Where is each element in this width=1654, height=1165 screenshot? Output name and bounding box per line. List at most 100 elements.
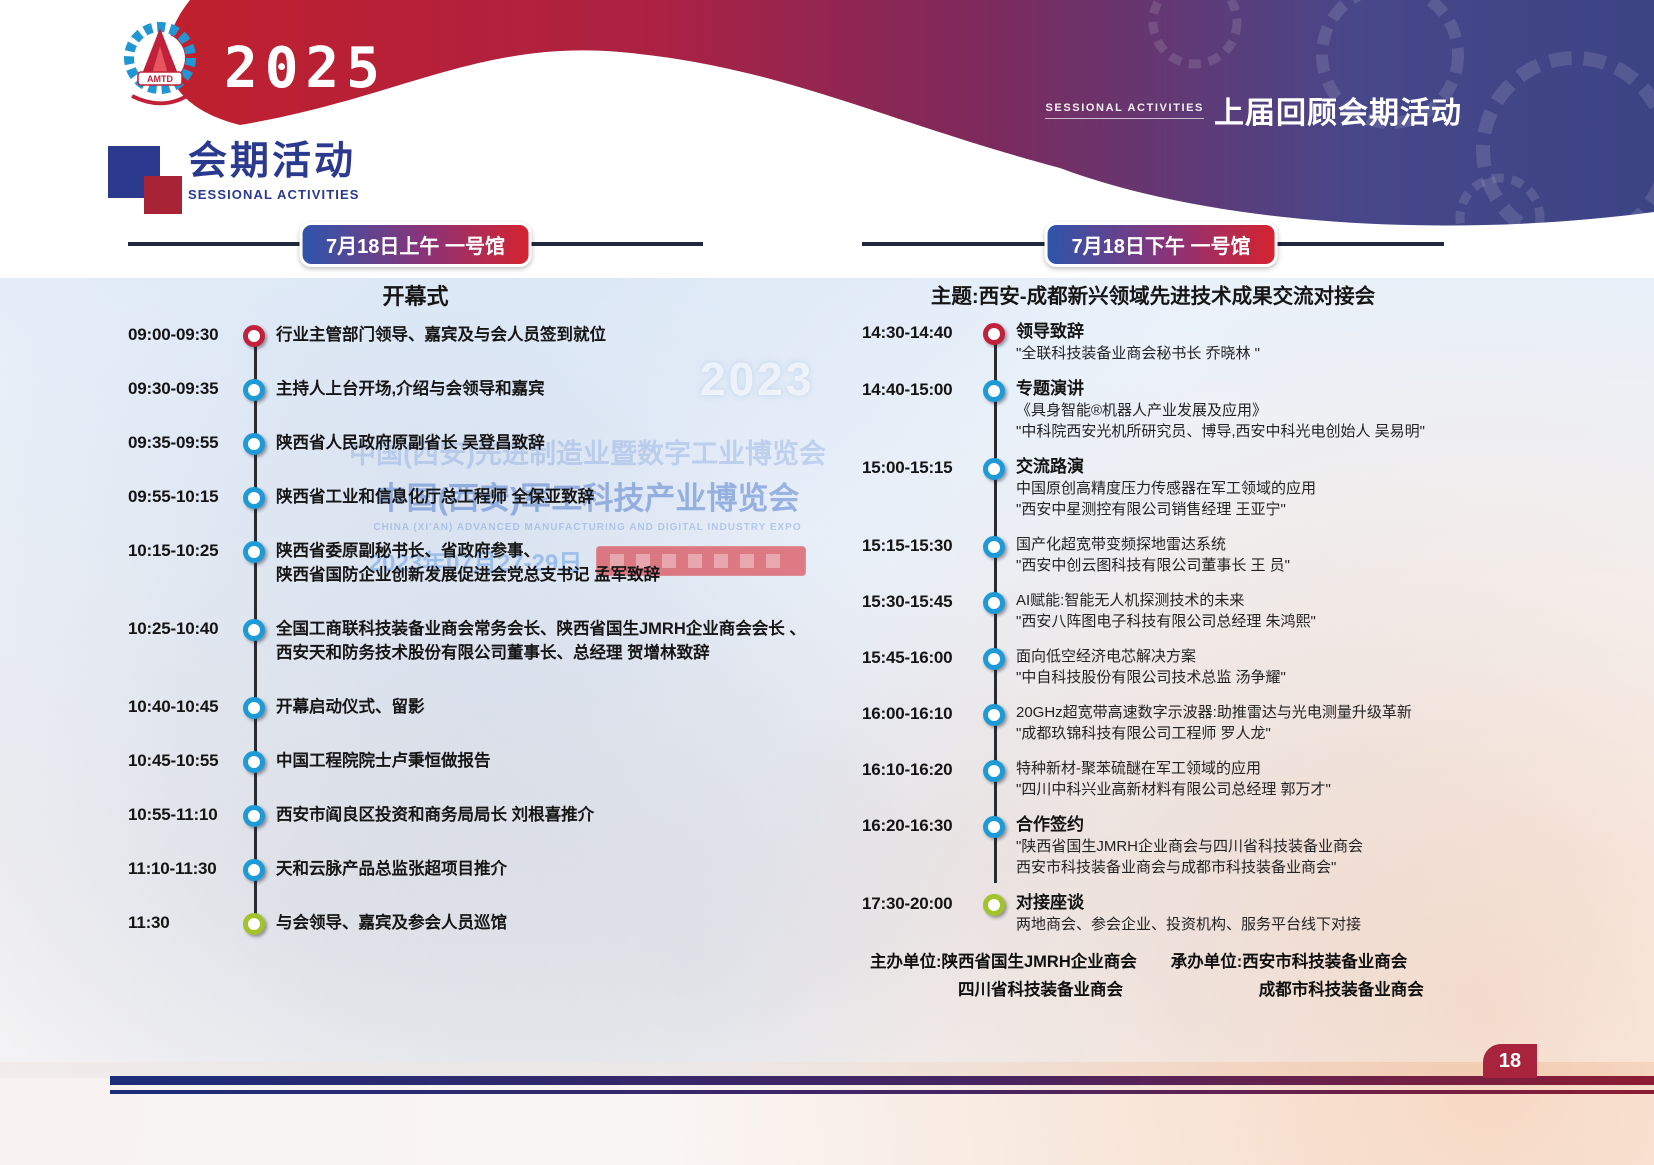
event-time: 16:10-16:20	[862, 759, 953, 779]
timeline-blue-dot-icon	[983, 647, 1005, 670]
event-time: 09:55-10:15	[128, 487, 219, 506]
timeline-marker-cell	[232, 695, 276, 719]
event-title: 交流路演	[1016, 456, 1084, 476]
event-line: 国产化超宽带变频探地雷达系统	[1016, 535, 1227, 553]
event-body: 领导致辞 "全联科技装备业商会秘书长 乔晓林 "	[1016, 321, 1460, 365]
timeline-item: 09:55-10:15 陕西省工业和信息化厅总工程师 全保亚致辞	[128, 485, 850, 509]
timeline-marker-cell	[972, 321, 1016, 345]
timeline-green-dot-icon	[983, 893, 1005, 916]
event-body: 陕西省委原副秘书长、省政府参事、陕西省国防企业创新发展促进会党总支书记 孟军致辞	[276, 539, 850, 587]
event-body: AI赋能:智能无人机探测技术的未来 "西安八阵图电子科技有限公司总经理 朱鸿熙"	[1016, 590, 1460, 633]
event-line: "全联科技装备业商会秘书长 乔晓林 "	[1016, 345, 1260, 362]
event-body: 20GHz超宽带高速数字示波器:助推雷达与光电测量升级革新 "成都玖锦科技有限公司…	[1016, 702, 1460, 745]
amtd-logo-icon: AMTD	[124, 22, 196, 106]
afternoon-session-title: 主题:西安-成都新兴领域先进技术成果交流对接会	[930, 285, 1376, 308]
event-title: 对接座谈	[1016, 892, 1084, 912]
event-line: 两地商会、参会企业、投资机构、服务平台线下对接	[1016, 915, 1362, 933]
event-line: "成都玖锦科技有限公司工程师 罗人龙"	[1016, 725, 1271, 742]
event-time: 14:40-15:00	[862, 379, 953, 399]
event-line: 西安天和防务技术股份有限公司董事长、总经理 贺增林致辞	[276, 644, 710, 662]
page-title: 会期活动	[188, 140, 357, 183]
morning-schedule-column: 7月18日上午 一号馆 开幕式 09:00-09:30 行业主管部门领导、嘉宾及与…	[128, 222, 850, 965]
event-body: 面向低空经济电芯解决方案 "中自科技股份有限公司技术总监 汤争耀"	[1016, 646, 1460, 689]
conference-photo-background	[0, 278, 1654, 1078]
timeline-item: 17:30-20:00 对接座谈 两地商会、参会企业、投资机构、服务平台线下对接	[862, 892, 1460, 936]
event-line: 全国工商联科技装备业商会常务会长、陕西省国生JMRH企业商会会长 、	[276, 620, 806, 638]
morning-timeline: 09:00-09:30 行业主管部门领导、嘉宾及与会人员签到就位 09:30-09:…	[128, 323, 850, 935]
event-body: 行业主管部门领导、嘉宾及与会人员签到就位	[276, 323, 850, 347]
event-body: 天和云脉产品总监张超项目推介	[276, 857, 850, 881]
event-line: 《具身智能®机器人产业发展及应用》	[1016, 401, 1268, 419]
host-label: 主办单位:	[870, 953, 942, 971]
timeline-marker-cell	[232, 323, 276, 347]
timeline-blue-dot-icon	[983, 815, 1005, 838]
timeline-marker-cell	[232, 485, 276, 509]
timeline-item: 11:10-11:30 天和云脉产品总监张超项目推介	[128, 857, 850, 881]
timeline-marker-cell	[972, 378, 1016, 402]
timeline-blue-dot-icon	[243, 619, 265, 641]
timeline-marker-cell	[972, 456, 1016, 480]
timeline-blue-dot-icon	[243, 697, 265, 719]
event-line: "西安中星测控有限公司销售经理 王亚宁"	[1016, 501, 1286, 518]
event-time: 09:00-09:30	[128, 325, 219, 344]
page-number-tab: 18	[1483, 1044, 1537, 1078]
timeline-marker-cell	[972, 892, 1016, 916]
afternoon-session-badge: 7月18日下午 一号馆	[1044, 222, 1278, 267]
timeline-red-dot-icon	[983, 323, 1005, 345]
timeline-item: 11:30 与会领导、嘉宾及参会人员巡馆	[128, 911, 850, 935]
event-time: 10:55-11:10	[128, 805, 218, 824]
event-body: 特种新材-聚苯硫醚在军工领域的应用 "四川中科兴业高新材料有限公司总经理 郭万才"	[1016, 758, 1460, 801]
event-body: 与会领导、嘉宾及参会人员巡馆	[276, 911, 850, 935]
timeline-green-dot-icon	[243, 913, 265, 935]
event-line: 陕西省委原副秘书长、省政府参事、	[276, 542, 540, 560]
event-line: "西安中创云图科技有限公司董事长 王 员"	[1016, 557, 1290, 574]
event-line: 开幕启动仪式、留影	[276, 698, 425, 716]
event-body: 交流路演 中国原创高精度压力传感器在军工领域的应用 "西安中星测控有限公司销售经理 …	[1016, 456, 1460, 521]
timeline-marker-cell	[972, 590, 1016, 614]
timeline-blue-dot-icon	[243, 751, 265, 773]
header-wave-graphic	[167, 0, 1654, 238]
timeline-blue-dot-icon	[983, 379, 1005, 402]
timeline-marker-cell	[232, 911, 276, 935]
timeline-blue-dot-icon	[983, 457, 1005, 480]
timeline-marker-cell	[232, 749, 276, 773]
event-line: 陕西省人民政府原副省长 吴登昌致辞	[276, 434, 545, 452]
event-time: 10:25-10:40	[128, 619, 219, 638]
event-time: 10:15-10:25	[128, 541, 219, 560]
timeline-marker-cell	[232, 431, 276, 455]
morning-session-badge: 7月18日上午 一号馆	[299, 222, 532, 267]
event-time: 15:00-15:15	[862, 457, 953, 477]
event-body: 主持人上台开场,介绍与会领导和嘉宾	[276, 377, 850, 401]
event-time: 14:30-14:40	[862, 323, 953, 342]
event-time: 10:45-10:55	[128, 751, 219, 770]
timeline-item: 14:40-15:00 专题演讲 《具身智能®机器人产业发展及应用》 "中科院西安光机…	[862, 378, 1460, 443]
event-line: 面向低空经济电芯解决方案	[1016, 647, 1197, 665]
timeline-blue-dot-icon	[983, 703, 1005, 726]
header-right-title-group: SESSIONAL ACTIVITIES 上届回顾会期活动	[1045, 88, 1462, 132]
event-time: 16:00-16:10	[862, 703, 953, 723]
timeline-marker-cell	[972, 702, 1016, 726]
timeline-marker-cell	[232, 617, 276, 641]
timeline-marker-cell	[972, 646, 1016, 670]
event-time: 11:30	[128, 913, 170, 932]
event-body: 陕西省工业和信息化厅总工程师 全保亚致辞	[276, 485, 850, 509]
event-line: 陕西省国防企业创新发展促进会党总支书记 孟军致辞	[276, 566, 661, 584]
timeline-item: 09:35-09:55 陕西省人民政府原副省长 吴登昌致辞	[128, 431, 850, 455]
morning-column-header: 7月18日上午 一号馆	[128, 222, 703, 267]
undertaker-label: 承办单位:	[1170, 953, 1243, 971]
page-subtitle: SESSIONAL ACTIVITIES	[188, 186, 360, 202]
undertaker-organizer: 承办单位:西安市科技装备业商会 成都市科技装备业商会	[1171, 948, 1424, 1000]
event-body: 全国工商联科技装备业商会常务会长、陕西省国生JMRH企业商会会长 、西安天和防务…	[276, 617, 850, 665]
gear-decorations-icon	[1148, 0, 1654, 238]
event-line: "中自科技股份有限公司技术总监 汤争耀"	[1016, 669, 1286, 686]
undertaker-name-1: 西安市科技装备业商会	[1242, 953, 1408, 971]
event-body: 国产化超宽带变频探地雷达系统 "西安中创云图科技有限公司董事长 王 员"	[1016, 534, 1460, 577]
host-organizer: 主办单位:陕西省国生JMRH企业商会 四川省科技装备业商会	[870, 948, 1137, 1000]
event-line: "四川中科兴业高新材料有限公司总经理 郭万才"	[1016, 781, 1331, 798]
event-time: 16:20-16:30	[862, 815, 953, 835]
header-right-subtitle: SESSIONAL ACTIVITIES	[1045, 102, 1204, 119]
timeline-marker-cell	[232, 857, 276, 881]
timeline-item: 10:55-11:10 西安市阎良区投资和商务局局长 刘根喜推介	[128, 803, 850, 827]
timeline-item: 15:45-16:00 面向低空经济电芯解决方案 "中自科技股份有限公司技术总监 汤…	[862, 646, 1460, 689]
